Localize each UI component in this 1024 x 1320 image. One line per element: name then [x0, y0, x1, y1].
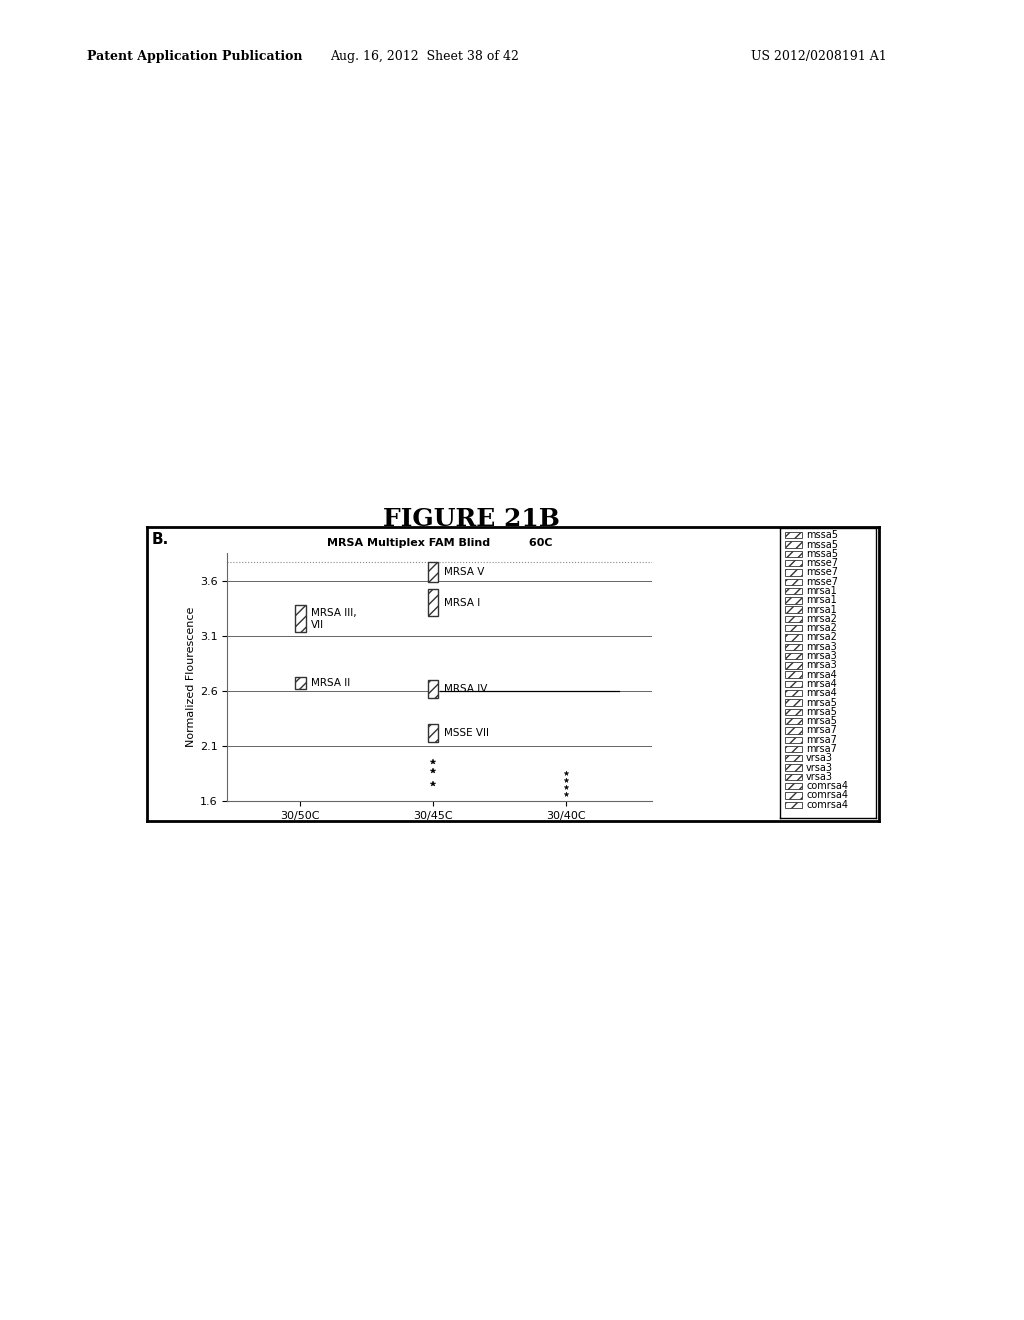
Bar: [785, 783, 802, 789]
Bar: [295, 677, 306, 689]
Text: Patent Application Publication: Patent Application Publication: [87, 50, 302, 63]
Title: MRSA Multiplex FAM Blind          60C: MRSA Multiplex FAM Blind 60C: [327, 539, 553, 548]
Text: mrsa5: mrsa5: [806, 706, 837, 717]
Text: mrsa2: mrsa2: [806, 632, 837, 643]
Text: vrsa3: vrsa3: [806, 763, 833, 772]
Text: mrsa2: mrsa2: [806, 623, 837, 634]
Bar: [785, 606, 802, 612]
Bar: [785, 774, 802, 780]
Text: comrsa4: comrsa4: [806, 800, 848, 809]
Text: MRSA III,
VII: MRSA III, VII: [311, 609, 356, 630]
Text: msse7: msse7: [806, 558, 838, 568]
Text: MRSA II: MRSA II: [311, 677, 350, 688]
Text: mssa5: mssa5: [806, 540, 838, 549]
Bar: [785, 690, 802, 697]
Text: mrsa2: mrsa2: [806, 614, 837, 624]
Bar: [785, 801, 802, 808]
Bar: [785, 663, 802, 668]
Text: B.: B.: [152, 532, 169, 546]
Bar: [785, 737, 802, 743]
Text: msse7: msse7: [806, 568, 838, 577]
Text: mrsa7: mrsa7: [806, 735, 837, 744]
Bar: [785, 727, 802, 734]
Bar: [785, 532, 802, 539]
Bar: [785, 672, 802, 678]
Bar: [785, 550, 802, 557]
Text: MSSE VII: MSSE VII: [443, 727, 488, 738]
Text: mrsa7: mrsa7: [806, 744, 837, 754]
Text: vrsa3: vrsa3: [806, 754, 833, 763]
Bar: [428, 590, 438, 616]
Text: mrsa1: mrsa1: [806, 595, 837, 606]
Text: msse7: msse7: [806, 577, 838, 586]
Text: FIGURE 21B: FIGURE 21B: [383, 507, 559, 531]
Bar: [785, 644, 802, 649]
Bar: [785, 764, 802, 771]
Text: mrsa4: mrsa4: [806, 688, 837, 698]
Bar: [785, 755, 802, 762]
Text: MRSA I: MRSA I: [443, 598, 480, 607]
Bar: [785, 635, 802, 640]
Text: mrsa7: mrsa7: [806, 726, 837, 735]
Text: mrsa5: mrsa5: [806, 697, 837, 708]
Bar: [785, 560, 802, 566]
Text: mrsa4: mrsa4: [806, 669, 837, 680]
Bar: [428, 725, 438, 742]
Text: mrsa5: mrsa5: [806, 717, 837, 726]
Bar: [785, 718, 802, 725]
Text: MRSA V: MRSA V: [443, 566, 484, 577]
Bar: [785, 624, 802, 631]
Bar: [785, 587, 802, 594]
Y-axis label: Normalized Flourescence: Normalized Flourescence: [185, 607, 196, 747]
Text: mrsa1: mrsa1: [806, 605, 837, 615]
Bar: [785, 541, 802, 548]
Bar: [785, 578, 802, 585]
Text: mrsa4: mrsa4: [806, 678, 837, 689]
Text: Aug. 16, 2012  Sheet 38 of 42: Aug. 16, 2012 Sheet 38 of 42: [331, 50, 519, 63]
Text: mssa5: mssa5: [806, 549, 838, 558]
Bar: [785, 700, 802, 706]
Text: US 2012/0208191 A1: US 2012/0208191 A1: [752, 50, 887, 63]
Text: mrsa3: mrsa3: [806, 642, 837, 652]
Bar: [785, 653, 802, 659]
Bar: [785, 792, 802, 799]
Bar: [785, 615, 802, 622]
Bar: [785, 746, 802, 752]
Text: comrsa4: comrsa4: [806, 791, 848, 800]
Text: mrsa1: mrsa1: [806, 586, 837, 597]
Text: mrsa3: mrsa3: [806, 651, 837, 661]
Text: mssa5: mssa5: [806, 531, 838, 540]
Bar: [785, 709, 802, 715]
Bar: [785, 569, 802, 576]
Bar: [428, 680, 438, 697]
Text: vrsa3: vrsa3: [806, 772, 833, 781]
Bar: [428, 562, 438, 582]
Text: comrsa4: comrsa4: [806, 781, 848, 791]
Text: MRSA IV: MRSA IV: [443, 684, 487, 694]
Text: mrsa3: mrsa3: [806, 660, 837, 671]
Bar: [785, 681, 802, 688]
Bar: [295, 605, 306, 632]
Bar: [785, 597, 802, 603]
